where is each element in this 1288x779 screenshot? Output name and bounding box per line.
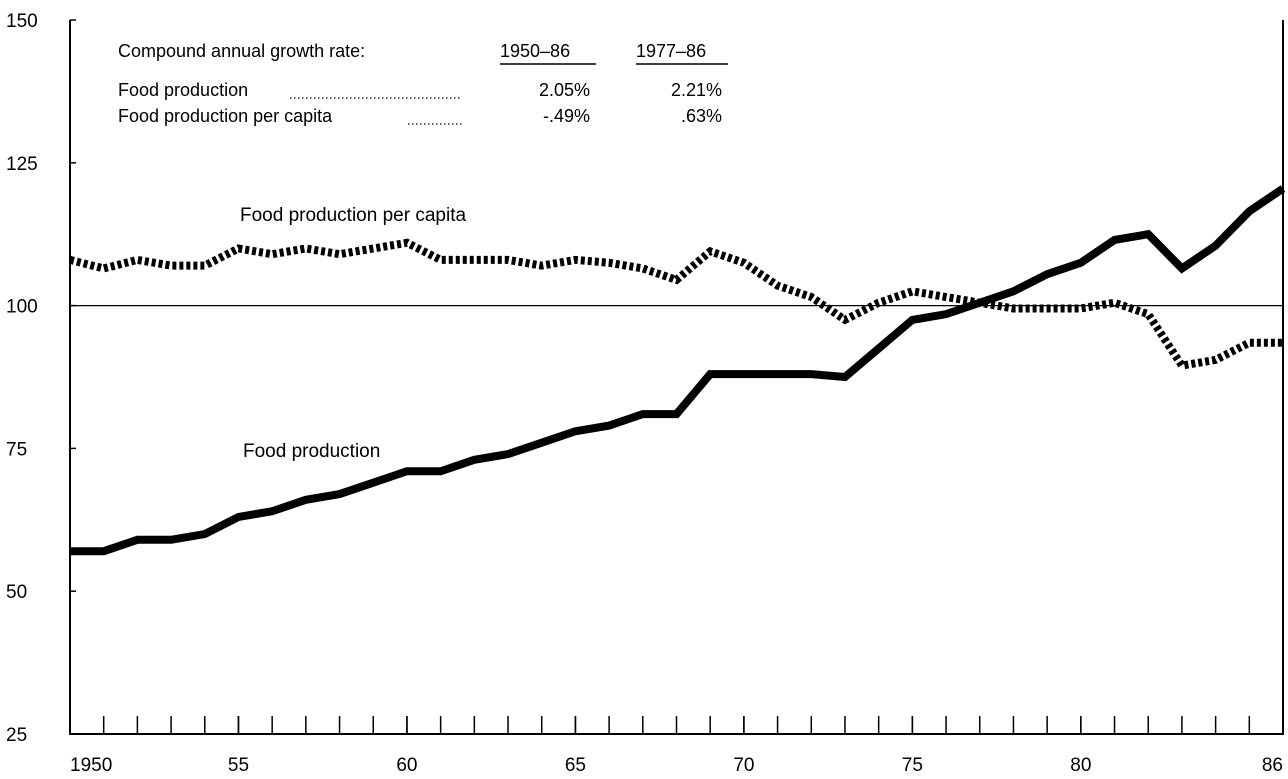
- x-tick-label: 60: [396, 755, 417, 776]
- series-label: Food production per capita: [240, 205, 466, 226]
- table-cell: .63%: [681, 106, 722, 126]
- table-row-label: Food production: [118, 80, 248, 100]
- y-tick-label: 75: [6, 439, 27, 460]
- table-header: 1950–86: [500, 41, 570, 61]
- x-tick-label: 55: [228, 755, 249, 776]
- frame: [69, 20, 1284, 735]
- table-cell: 2.21%: [671, 80, 722, 100]
- x-tick-label: 70: [733, 755, 754, 776]
- series-line: [70, 185, 1286, 556]
- y-tick-label: 150: [6, 11, 38, 32]
- x-tick-label: 75: [902, 755, 923, 776]
- series-line: [69, 238, 1283, 370]
- y-tick-label: 25: [6, 725, 27, 746]
- y-tick-label: 50: [6, 582, 27, 603]
- table-header: 1977–86: [636, 41, 706, 61]
- table-header: Compound annual growth rate:: [118, 41, 365, 61]
- x-tick-label: 65: [565, 755, 586, 776]
- x-tick-label: 80: [1070, 755, 1091, 776]
- y-tick-label: 100: [6, 297, 38, 318]
- series-label: Food production: [243, 441, 380, 462]
- y-tick-label: 125: [6, 154, 38, 175]
- table-cell: -.49%: [543, 106, 590, 126]
- x-tick-label: 86: [1262, 755, 1283, 776]
- x-tick-label: 1950: [70, 755, 112, 776]
- table-cell: 2.05%: [539, 80, 590, 100]
- growth-table: Compound annual growth rate: 1950–86 197…: [118, 41, 728, 126]
- table-row-label: Food production per capita: [118, 106, 333, 126]
